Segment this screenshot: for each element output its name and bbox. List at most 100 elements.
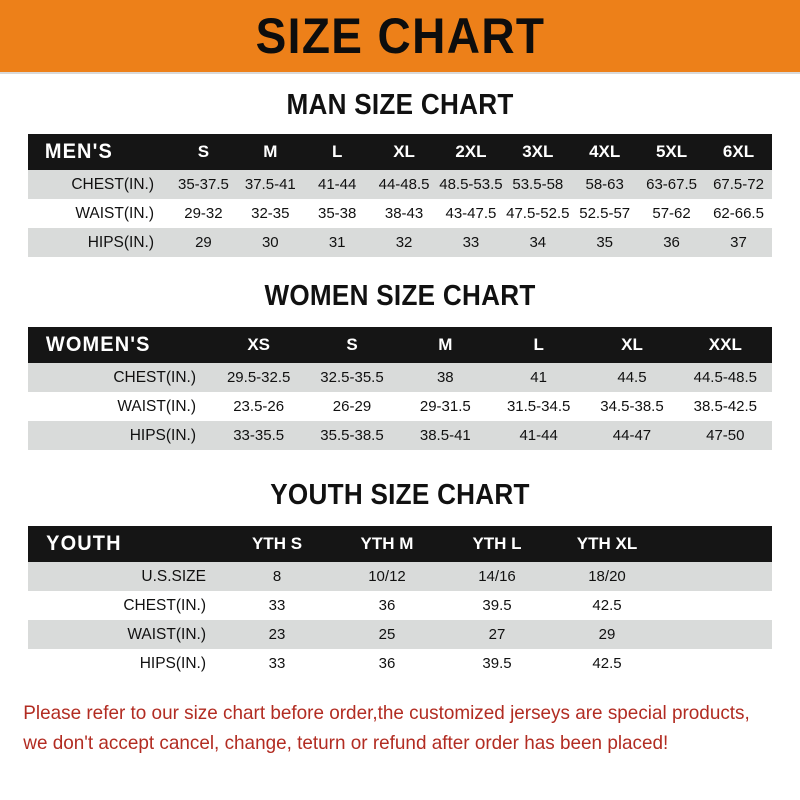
youth-header-label: YOUTH [46,532,122,555]
table-cell: 43-47.5 [445,205,497,222]
table-row: WAIST(IN.) 23 25 27 29 [28,620,772,649]
table-row: CHEST(IN.) 33 36 39.5 42.5 [28,591,772,620]
table-cell: 57-62 [652,205,691,222]
table-cell: 37 [730,234,747,251]
youth-table-header: YOUTH YTH S YTH M YTH L YTH XL [28,526,772,562]
men-col-l: L [331,142,343,161]
table-cell: 47.5-52.5 [506,205,570,222]
spacer [0,120,800,134]
table-row: WAIST(IN.) 23.5-26 26-29 29-31.5 31.5-34… [28,392,772,421]
table-cell: 44-48.5 [378,176,430,193]
spacer [0,678,800,698]
table-row: CHEST(IN.) 35-37.5 37.5-41 41-44 44-48.5… [28,170,772,199]
spacer [0,510,800,526]
youth-col-xl: YTH XL [576,534,638,553]
youth-col-spacer [662,526,772,562]
table-cell-spacer [662,649,772,678]
spacer [0,311,800,327]
table-cell: 29.5-32.5 [226,369,291,386]
table-cell: 14/16 [478,568,516,585]
table-cell: 34.5-38.5 [600,398,664,415]
table-cell: 36 [378,655,396,672]
table-cell: 37.5-41 [244,176,296,193]
table-cell: 42.5 [592,597,622,614]
table-cell: 44.5-48.5 [693,369,758,386]
table-cell: 38 [436,369,454,386]
table-row: CHEST(IN.) 29.5-32.5 32.5-35.5 38 41 44.… [28,363,772,392]
table-cell: 44.5 [617,369,647,386]
disclaimer-line-1: Please refer to our size chart before or… [23,702,750,724]
table-cell: 38-43 [384,205,424,222]
table-cell: 29-32 [184,205,223,222]
table-cell: 29 [195,234,212,251]
youth-table-body: U.S.SIZE 8 10/12 14/16 18/20 CHEST(IN.) … [28,562,772,678]
table-cell: 29-31.5 [419,398,471,415]
table-cell: 31.5-34.5 [506,398,571,415]
table-cell: 33 [268,655,286,672]
men-row-label-hips: HIPS(IN.) [87,233,154,251]
table-cell: 23 [268,626,286,643]
table-cell: 47-50 [706,427,745,444]
table-cell-spacer [662,620,772,649]
youth-col-s: YTH S [251,534,303,553]
table-cell: 33-35.5 [233,427,285,444]
table-cell: 35.5-38.5 [320,427,384,444]
table-cell: 32 [395,234,413,251]
table-cell: 41-44 [519,427,558,444]
women-col-xs: XS [247,335,270,354]
table-cell: 39.5 [482,655,512,672]
men-section-title: MAN SIZE CHART [286,89,514,121]
table-cell: 8 [272,568,282,585]
table-cell: 25 [378,626,396,643]
table-cell: 32.5-35.5 [320,369,384,386]
table-cell: 33 [268,597,286,614]
page-title: SIZE CHART [255,8,545,64]
table-header-row: MEN'S S M L XL 2XL 3XL 4XL 5XL 6XL [28,134,772,170]
table-row: U.S.SIZE 8 10/12 14/16 18/20 [28,562,772,591]
table-cell: 29 [598,626,616,643]
women-row-label-hips: HIPS(IN.) [129,426,196,444]
youth-row-label-us-size: U.S.SIZE [141,567,206,585]
youth-row-label-chest: CHEST(IN.) [123,596,206,614]
table-cell: 26-29 [332,398,372,415]
table-cell: 41 [530,369,547,386]
men-col-4xl: 4XL [589,142,621,161]
table-cell: 27 [488,626,506,643]
table-cell: 10/12 [368,568,406,585]
men-col-m: M [263,142,278,161]
table-row: HIPS(IN.) 33-35.5 35.5-38.5 38.5-41 41-4… [28,421,772,450]
women-header-label: WOMEN'S [45,333,151,356]
table-cell: 62-66.5 [713,205,764,222]
table-cell: 38.5-42.5 [693,398,758,415]
women-col-xl: XL [621,335,643,354]
men-col-6xl: 6XL [722,142,755,161]
table-cell: 42.5 [592,655,622,672]
spacer [0,450,800,480]
women-table-header: WOMEN'S XS S M L XL XXL [28,327,772,363]
table-cell: 18/20 [588,568,626,585]
table-cell: 31 [328,234,346,251]
table-cell: 36 [378,597,396,614]
men-col-s: S [197,142,210,161]
women-section-title: WOMEN SIZE CHART [264,280,536,312]
table-cell: 53.5-58 [512,176,564,193]
men-table-header: MEN'S S M L XL 2XL 3XL 4XL 5XL 6XL [28,134,772,170]
table-cell: 23.5-26 [233,398,285,415]
men-col-3xl: 3XL [522,142,554,161]
table-cell: 58-63 [585,176,624,193]
women-row-label-chest: CHEST(IN.) [113,368,196,386]
disclaimer-note: Please refer to our size chart before or… [0,698,776,758]
table-cell: 67.5-72 [713,176,764,193]
spacer [0,74,800,90]
page-banner: SIZE CHART [0,0,800,74]
table-cell: 34 [529,234,547,251]
women-col-m: M [438,335,453,354]
table-header-row: YOUTH YTH S YTH M YTH L YTH XL [28,526,772,562]
table-cell: 30 [261,234,279,251]
table-cell-spacer [662,591,772,620]
table-row: HIPS(IN.) 29 30 31 32 33 34 35 36 37 [28,228,772,257]
youth-col-l: YTH L [472,534,522,553]
youth-section-title: YOUTH SIZE CHART [270,479,530,511]
table-cell: 33 [462,234,480,251]
